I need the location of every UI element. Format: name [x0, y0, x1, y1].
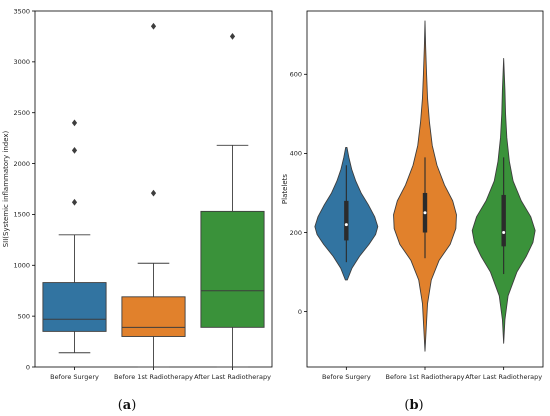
violin-median-dot [344, 223, 348, 227]
x-tick-label: Before Surgery [322, 373, 371, 381]
y-tick-label: 3000 [13, 58, 30, 66]
violin-median-dot [502, 231, 506, 235]
violin-median-dot [423, 211, 427, 215]
panel-letter: a [123, 398, 132, 413]
violin-plot-panel: 0 200 400 600 Before Surgery Before 1st Radio… [281, 10, 544, 381]
x-tick-label: After Last Radiotherapy [194, 373, 271, 381]
outlier-point [229, 33, 236, 40]
box-1 [42, 119, 107, 354]
outlier-point [150, 22, 157, 30]
outlier-point [71, 198, 78, 206]
y-tick-label: 600 [290, 71, 302, 79]
y-tick-label: 200 [290, 229, 302, 237]
y-tick-label: 0 [26, 363, 30, 371]
y-axis-label: SII(Systemic inflammatory index) [2, 130, 10, 247]
box-body [42, 282, 107, 332]
y-tick-label: 1000 [13, 262, 30, 270]
box-plot-panel: 0 500 1000 1500 2000 2500 3000 3500 Before Surge… [2, 7, 273, 381]
violin-2 [393, 20, 457, 352]
y-axis-label: Platelets [281, 174, 289, 205]
panel-label-a: (a) [118, 398, 137, 413]
violin-3 [471, 58, 536, 344]
panel-letter: b [409, 398, 418, 413]
x-tick-label: Before Surgery [50, 373, 99, 381]
box-body [200, 210, 265, 328]
y-tick-label: 500 [18, 312, 30, 320]
x-tick-label: Before 1st Radiotherapy [114, 373, 193, 381]
outlier-point [150, 189, 157, 197]
panel-label-b: (b) [404, 398, 423, 413]
y-tick-label: 2000 [13, 160, 30, 168]
y-tick-label: 2500 [13, 109, 30, 117]
y-tick-label: 1500 [13, 211, 30, 219]
y-tick-label: 400 [290, 150, 302, 158]
violin-iqr-box [501, 194, 506, 247]
violin-1 [314, 147, 379, 281]
box-2 [121, 22, 186, 368]
violin-iqr-box [344, 200, 349, 241]
outlier-point [71, 146, 78, 154]
x-tick-label: After Last Radiotherapy [465, 373, 542, 381]
y-tick-label: 0 [298, 308, 302, 316]
outlier-point [71, 119, 78, 127]
y-tick-label: 3500 [13, 7, 30, 15]
box-3 [200, 33, 265, 368]
x-tick-label: Before 1st Radiotherapy [385, 373, 464, 381]
box-body [121, 296, 186, 337]
